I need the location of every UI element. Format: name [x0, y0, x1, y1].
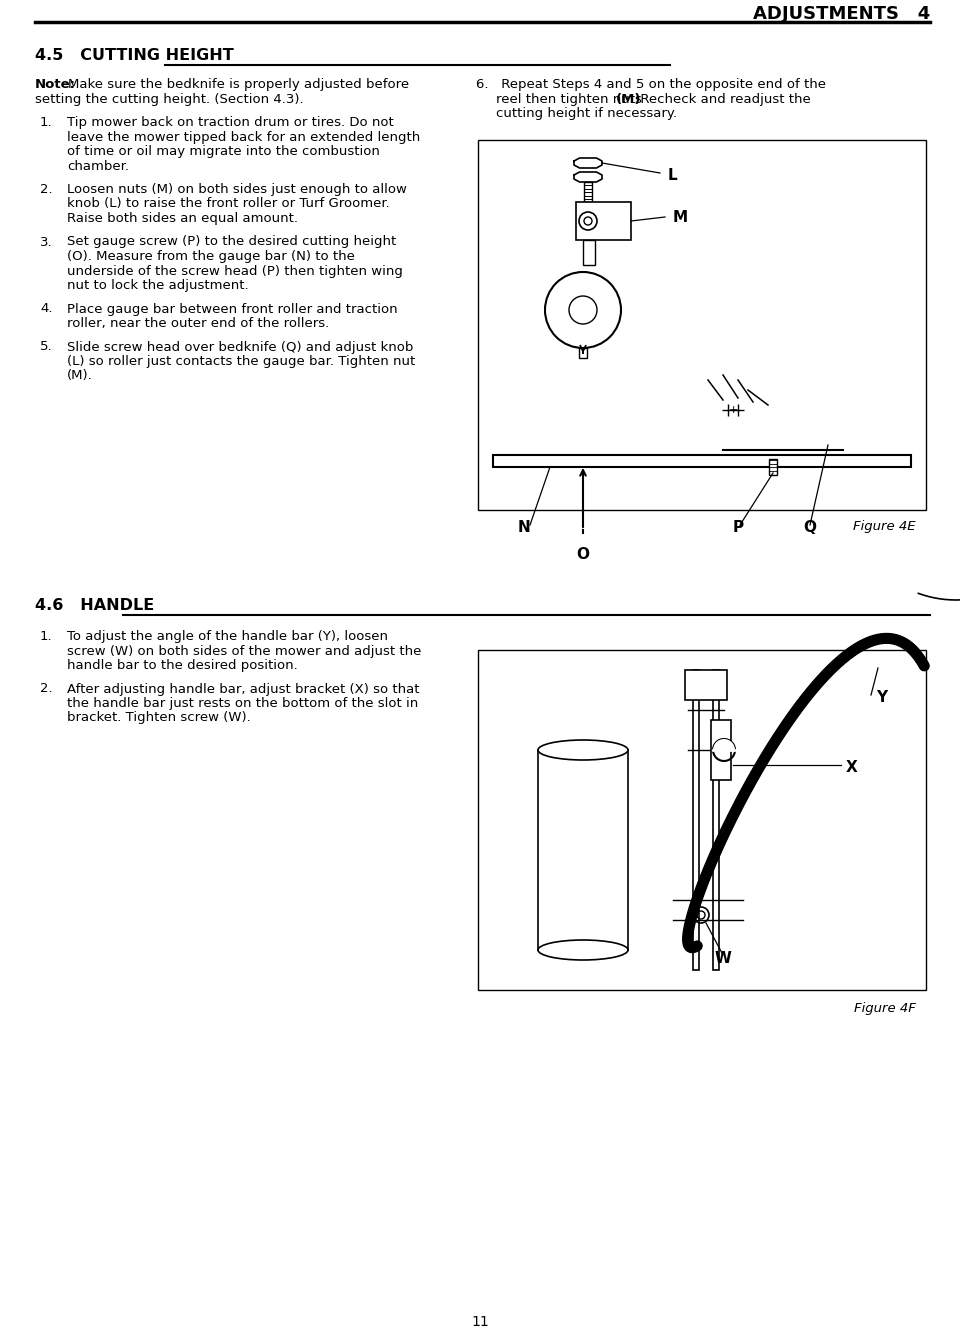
Text: L: L [668, 168, 678, 183]
Text: P: P [733, 520, 744, 535]
Text: Set gauge screw (P) to the desired cutting height: Set gauge screw (P) to the desired cutti… [67, 236, 396, 248]
Text: 11: 11 [471, 1314, 489, 1329]
Text: chamber.: chamber. [67, 160, 129, 172]
Text: knob (L) to raise the front roller or Turf Groomer.: knob (L) to raise the front roller or Tu… [67, 197, 390, 211]
Bar [478, 140, 926, 511]
Text: X: X [846, 760, 857, 774]
Ellipse shape [538, 940, 628, 960]
Text: (M).: (M). [67, 369, 93, 383]
Text: cutting height if necessary.: cutting height if necessary. [496, 107, 677, 120]
Bar [579, 348, 587, 359]
Text: M: M [673, 211, 688, 225]
Text: 4.6   HANDLE: 4.6 HANDLE [35, 599, 155, 613]
Text: To adjust the angle of the handle bar (Y), loosen: To adjust the angle of the handle bar (Y… [67, 631, 388, 643]
Text: underside of the screw head (P) then tighten wing: underside of the screw head (P) then tig… [67, 264, 403, 277]
Text: roller, near the outer end of the rollers.: roller, near the outer end of the roller… [67, 317, 329, 331]
Bar [685, 670, 727, 700]
Text: . Recheck and readjust the: . Recheck and readjust the [632, 92, 810, 105]
Text: Raise both sides an equal amount.: Raise both sides an equal amount. [67, 212, 298, 225]
Text: Figure 4E: Figure 4E [853, 520, 916, 533]
Text: 4.: 4. [40, 303, 53, 316]
Wedge shape [713, 738, 735, 750]
Text: 2.: 2. [40, 682, 53, 696]
Text: W: W [715, 950, 732, 966]
Text: O: O [576, 547, 589, 563]
Text: 1.: 1. [40, 116, 53, 129]
Bar [493, 455, 911, 467]
Text: Tip mower back on traction drum or tires. Do not: Tip mower back on traction drum or tires… [67, 116, 394, 129]
Text: ADJUSTMENTS   4: ADJUSTMENTS 4 [753, 5, 930, 23]
Polygon shape [574, 159, 602, 168]
Text: Note:: Note: [35, 79, 76, 91]
Text: Make sure the bedknife is properly adjusted before: Make sure the bedknife is properly adjus… [68, 79, 409, 91]
Bar [583, 240, 595, 265]
Text: reel then tighten nuts: reel then tighten nuts [496, 92, 646, 105]
Text: Slide screw head over bedknife (Q) and adjust knob: Slide screw head over bedknife (Q) and a… [67, 340, 414, 353]
Text: 4.5   CUTTING HEIGHT: 4.5 CUTTING HEIGHT [35, 48, 233, 63]
Text: 3.: 3. [40, 236, 53, 248]
Ellipse shape [538, 740, 628, 760]
Text: Place gauge bar between front roller and traction: Place gauge bar between front roller and… [67, 303, 397, 316]
Text: Y: Y [876, 690, 887, 705]
Text: handle bar to the desired position.: handle bar to the desired position. [67, 659, 298, 672]
Text: Figure 4F: Figure 4F [854, 1002, 916, 1014]
Text: screw (W) on both sides of the mower and adjust the: screw (W) on both sides of the mower and… [67, 644, 421, 657]
Bar [713, 670, 719, 970]
Polygon shape [574, 172, 602, 183]
Text: Loosen nuts (M) on both sides just enough to allow: Loosen nuts (M) on both sides just enoug… [67, 183, 407, 196]
Text: 1.: 1. [40, 631, 53, 643]
Text: the handle bar just rests on the bottom of the slot in: the handle bar just rests on the bottom … [67, 697, 419, 710]
Bar [478, 651, 926, 990]
Text: 2.: 2. [40, 183, 53, 196]
Text: nut to lock the adjustment.: nut to lock the adjustment. [67, 279, 249, 292]
Bar [769, 459, 777, 475]
Text: (M): (M) [616, 92, 641, 105]
Text: setting the cutting height. (Section 4.3).: setting the cutting height. (Section 4.3… [35, 92, 303, 105]
Text: 6.   Repeat Steps 4 and 5 on the opposite end of the: 6. Repeat Steps 4 and 5 on the opposite … [476, 79, 826, 91]
Text: N: N [518, 520, 531, 535]
Text: bracket. Tighten screw (W).: bracket. Tighten screw (W). [67, 712, 251, 725]
Bar [711, 720, 731, 780]
Text: +: + [729, 405, 737, 415]
Bar [584, 183, 592, 203]
Text: leave the mower tipped back for an extended length: leave the mower tipped back for an exten… [67, 131, 420, 144]
Bar [576, 203, 631, 240]
Text: After adjusting handle bar, adjust bracket (X) so that: After adjusting handle bar, adjust brack… [67, 682, 420, 696]
Text: 5.: 5. [40, 340, 53, 353]
Text: (O). Measure from the gauge bar (N) to the: (O). Measure from the gauge bar (N) to t… [67, 251, 355, 263]
Text: of time or oil may migrate into the combustion: of time or oil may migrate into the comb… [67, 145, 380, 159]
Text: (L) so roller just contacts the gauge bar. Tighten nut: (L) so roller just contacts the gauge ba… [67, 355, 416, 368]
Text: Q: Q [803, 520, 816, 535]
Bar [693, 670, 699, 970]
